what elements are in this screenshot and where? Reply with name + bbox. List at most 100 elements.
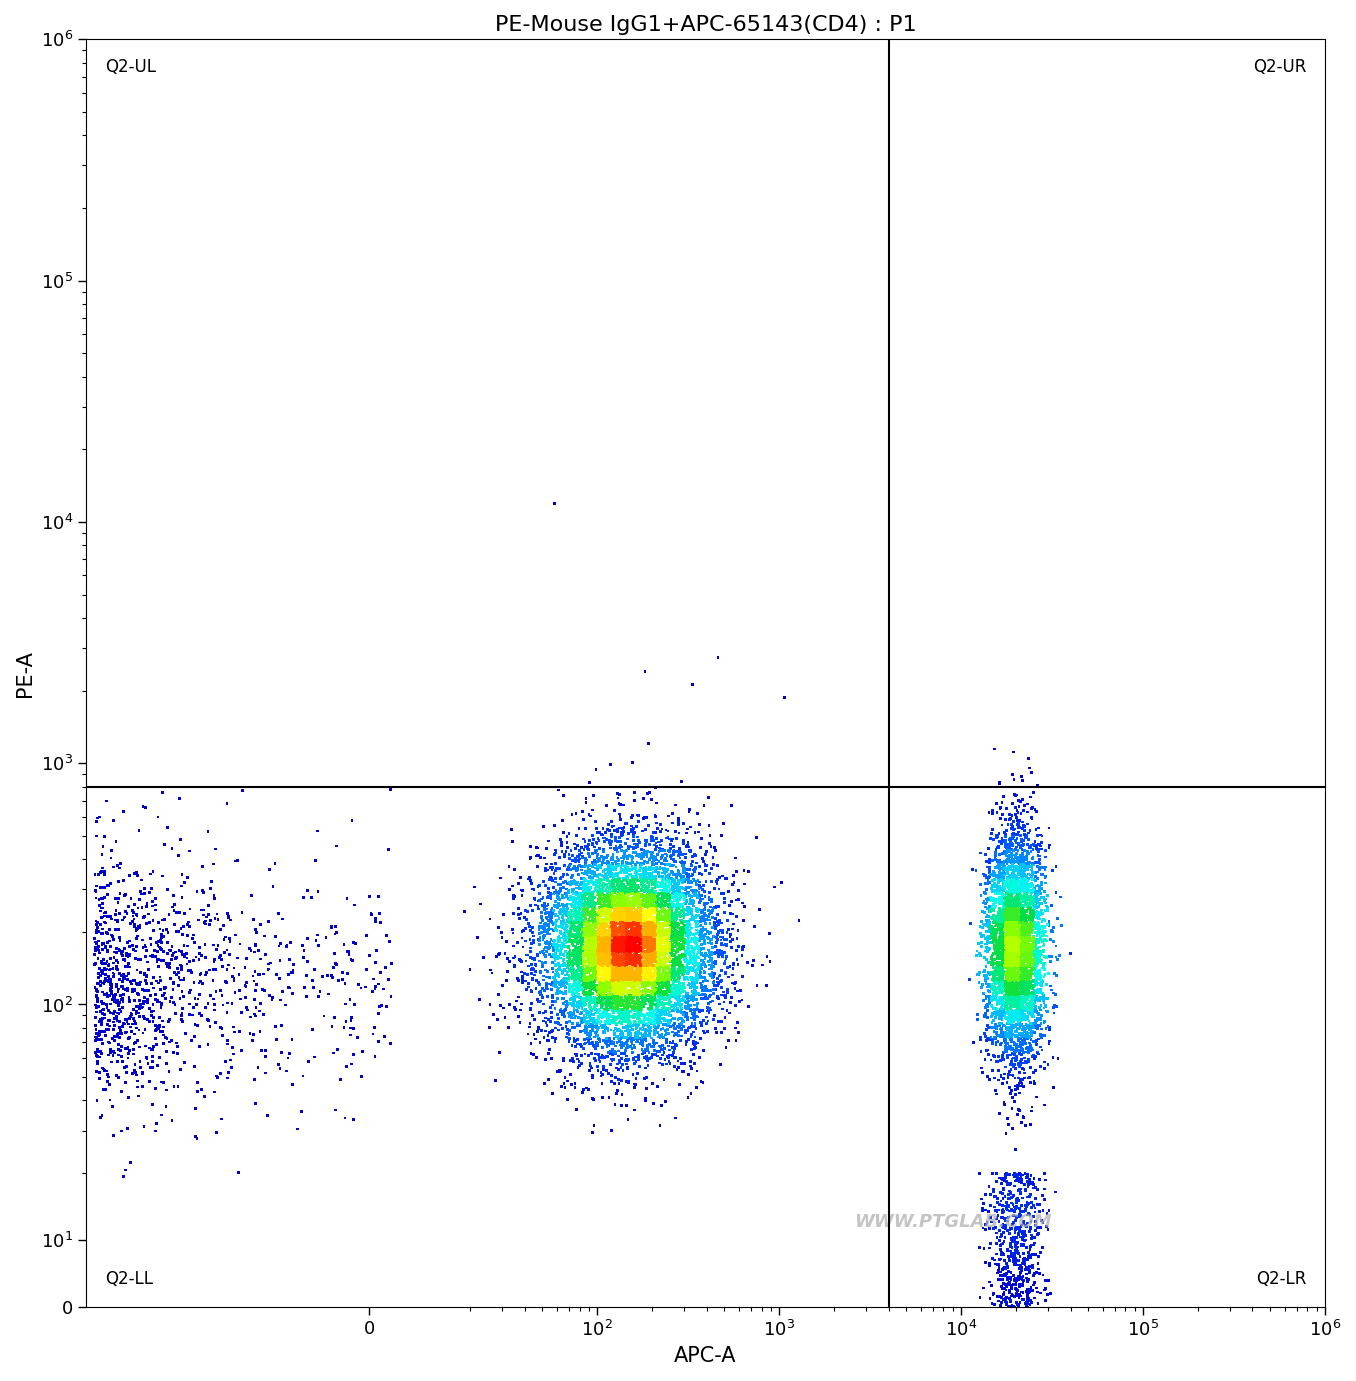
Point xyxy=(613,927,635,949)
Point xyxy=(1014,942,1036,964)
Point xyxy=(545,971,567,993)
Point xyxy=(613,968,635,990)
Point xyxy=(998,956,1020,978)
Point xyxy=(993,830,1014,852)
Point xyxy=(678,986,700,1008)
Point xyxy=(994,979,1016,1001)
Point xyxy=(1014,877,1036,899)
Point xyxy=(997,867,1018,889)
Point xyxy=(1017,1286,1039,1308)
Point xyxy=(999,1188,1021,1210)
Point xyxy=(612,982,633,1004)
Point xyxy=(609,1051,631,1073)
Point xyxy=(597,882,618,905)
Point xyxy=(662,924,683,946)
Point xyxy=(983,1248,1005,1271)
Point xyxy=(1001,1284,1022,1306)
Point xyxy=(599,899,621,921)
Point xyxy=(99,985,121,1007)
Point xyxy=(681,935,702,957)
Point xyxy=(587,945,609,967)
Point xyxy=(1002,870,1024,892)
Point xyxy=(582,895,603,917)
Point xyxy=(614,981,636,1003)
Point xyxy=(633,992,655,1014)
Point xyxy=(978,801,999,823)
Point xyxy=(655,892,677,914)
Point xyxy=(587,851,609,873)
Point xyxy=(1006,859,1028,881)
Point xyxy=(667,961,689,983)
Point xyxy=(995,905,1017,927)
Point xyxy=(993,925,1014,947)
Point xyxy=(141,1045,163,1068)
Point xyxy=(593,969,614,992)
Point xyxy=(1002,1211,1024,1233)
Point xyxy=(568,925,590,947)
Point xyxy=(599,935,621,957)
Point xyxy=(595,910,617,932)
Point xyxy=(995,968,1017,990)
Point xyxy=(647,1000,669,1022)
Point xyxy=(987,939,1009,961)
Point xyxy=(671,972,693,994)
Point xyxy=(636,916,658,938)
Point xyxy=(644,972,666,994)
Point xyxy=(589,947,610,969)
Point xyxy=(1026,911,1048,934)
Point xyxy=(656,936,678,958)
Point xyxy=(578,945,599,967)
Point xyxy=(1017,869,1039,891)
Point xyxy=(645,974,667,996)
Point xyxy=(648,831,670,853)
Point xyxy=(1003,935,1025,957)
Point xyxy=(618,911,640,934)
Point xyxy=(689,871,711,894)
Point xyxy=(1009,1032,1031,1054)
Point xyxy=(616,917,637,939)
Point xyxy=(1028,920,1050,942)
Point xyxy=(563,858,584,880)
Point xyxy=(617,1050,639,1072)
Point xyxy=(647,906,669,928)
Point xyxy=(1005,1218,1026,1240)
Point xyxy=(617,895,639,917)
Point xyxy=(628,1005,650,1027)
Point xyxy=(572,1011,594,1033)
Point xyxy=(140,1070,161,1092)
Point xyxy=(1001,1037,1022,1059)
Point xyxy=(1003,1273,1025,1295)
Point xyxy=(1041,921,1063,943)
Point xyxy=(633,1015,655,1037)
Point xyxy=(583,969,605,992)
Point xyxy=(111,1016,133,1039)
Point xyxy=(677,928,698,950)
Point xyxy=(583,923,605,945)
Point xyxy=(637,931,659,953)
Point xyxy=(151,993,172,1015)
Point xyxy=(626,929,648,952)
Point xyxy=(599,983,621,1005)
Point xyxy=(625,961,647,983)
Point xyxy=(980,900,1002,923)
Point xyxy=(545,858,567,880)
Point xyxy=(616,888,637,910)
Point xyxy=(601,887,622,909)
Point xyxy=(632,952,654,974)
Point xyxy=(974,960,995,982)
Point xyxy=(553,845,575,867)
Point xyxy=(607,884,629,906)
Point xyxy=(686,1005,708,1027)
Point xyxy=(595,949,617,971)
Point xyxy=(986,929,1008,952)
Point xyxy=(602,892,624,914)
Point xyxy=(1012,842,1033,865)
Point xyxy=(583,986,605,1008)
Point xyxy=(625,1018,647,1040)
Point xyxy=(250,993,271,1015)
Point xyxy=(617,960,639,982)
Point xyxy=(610,945,632,967)
Point xyxy=(986,932,1008,954)
Point xyxy=(583,978,605,1000)
Point xyxy=(594,859,616,881)
